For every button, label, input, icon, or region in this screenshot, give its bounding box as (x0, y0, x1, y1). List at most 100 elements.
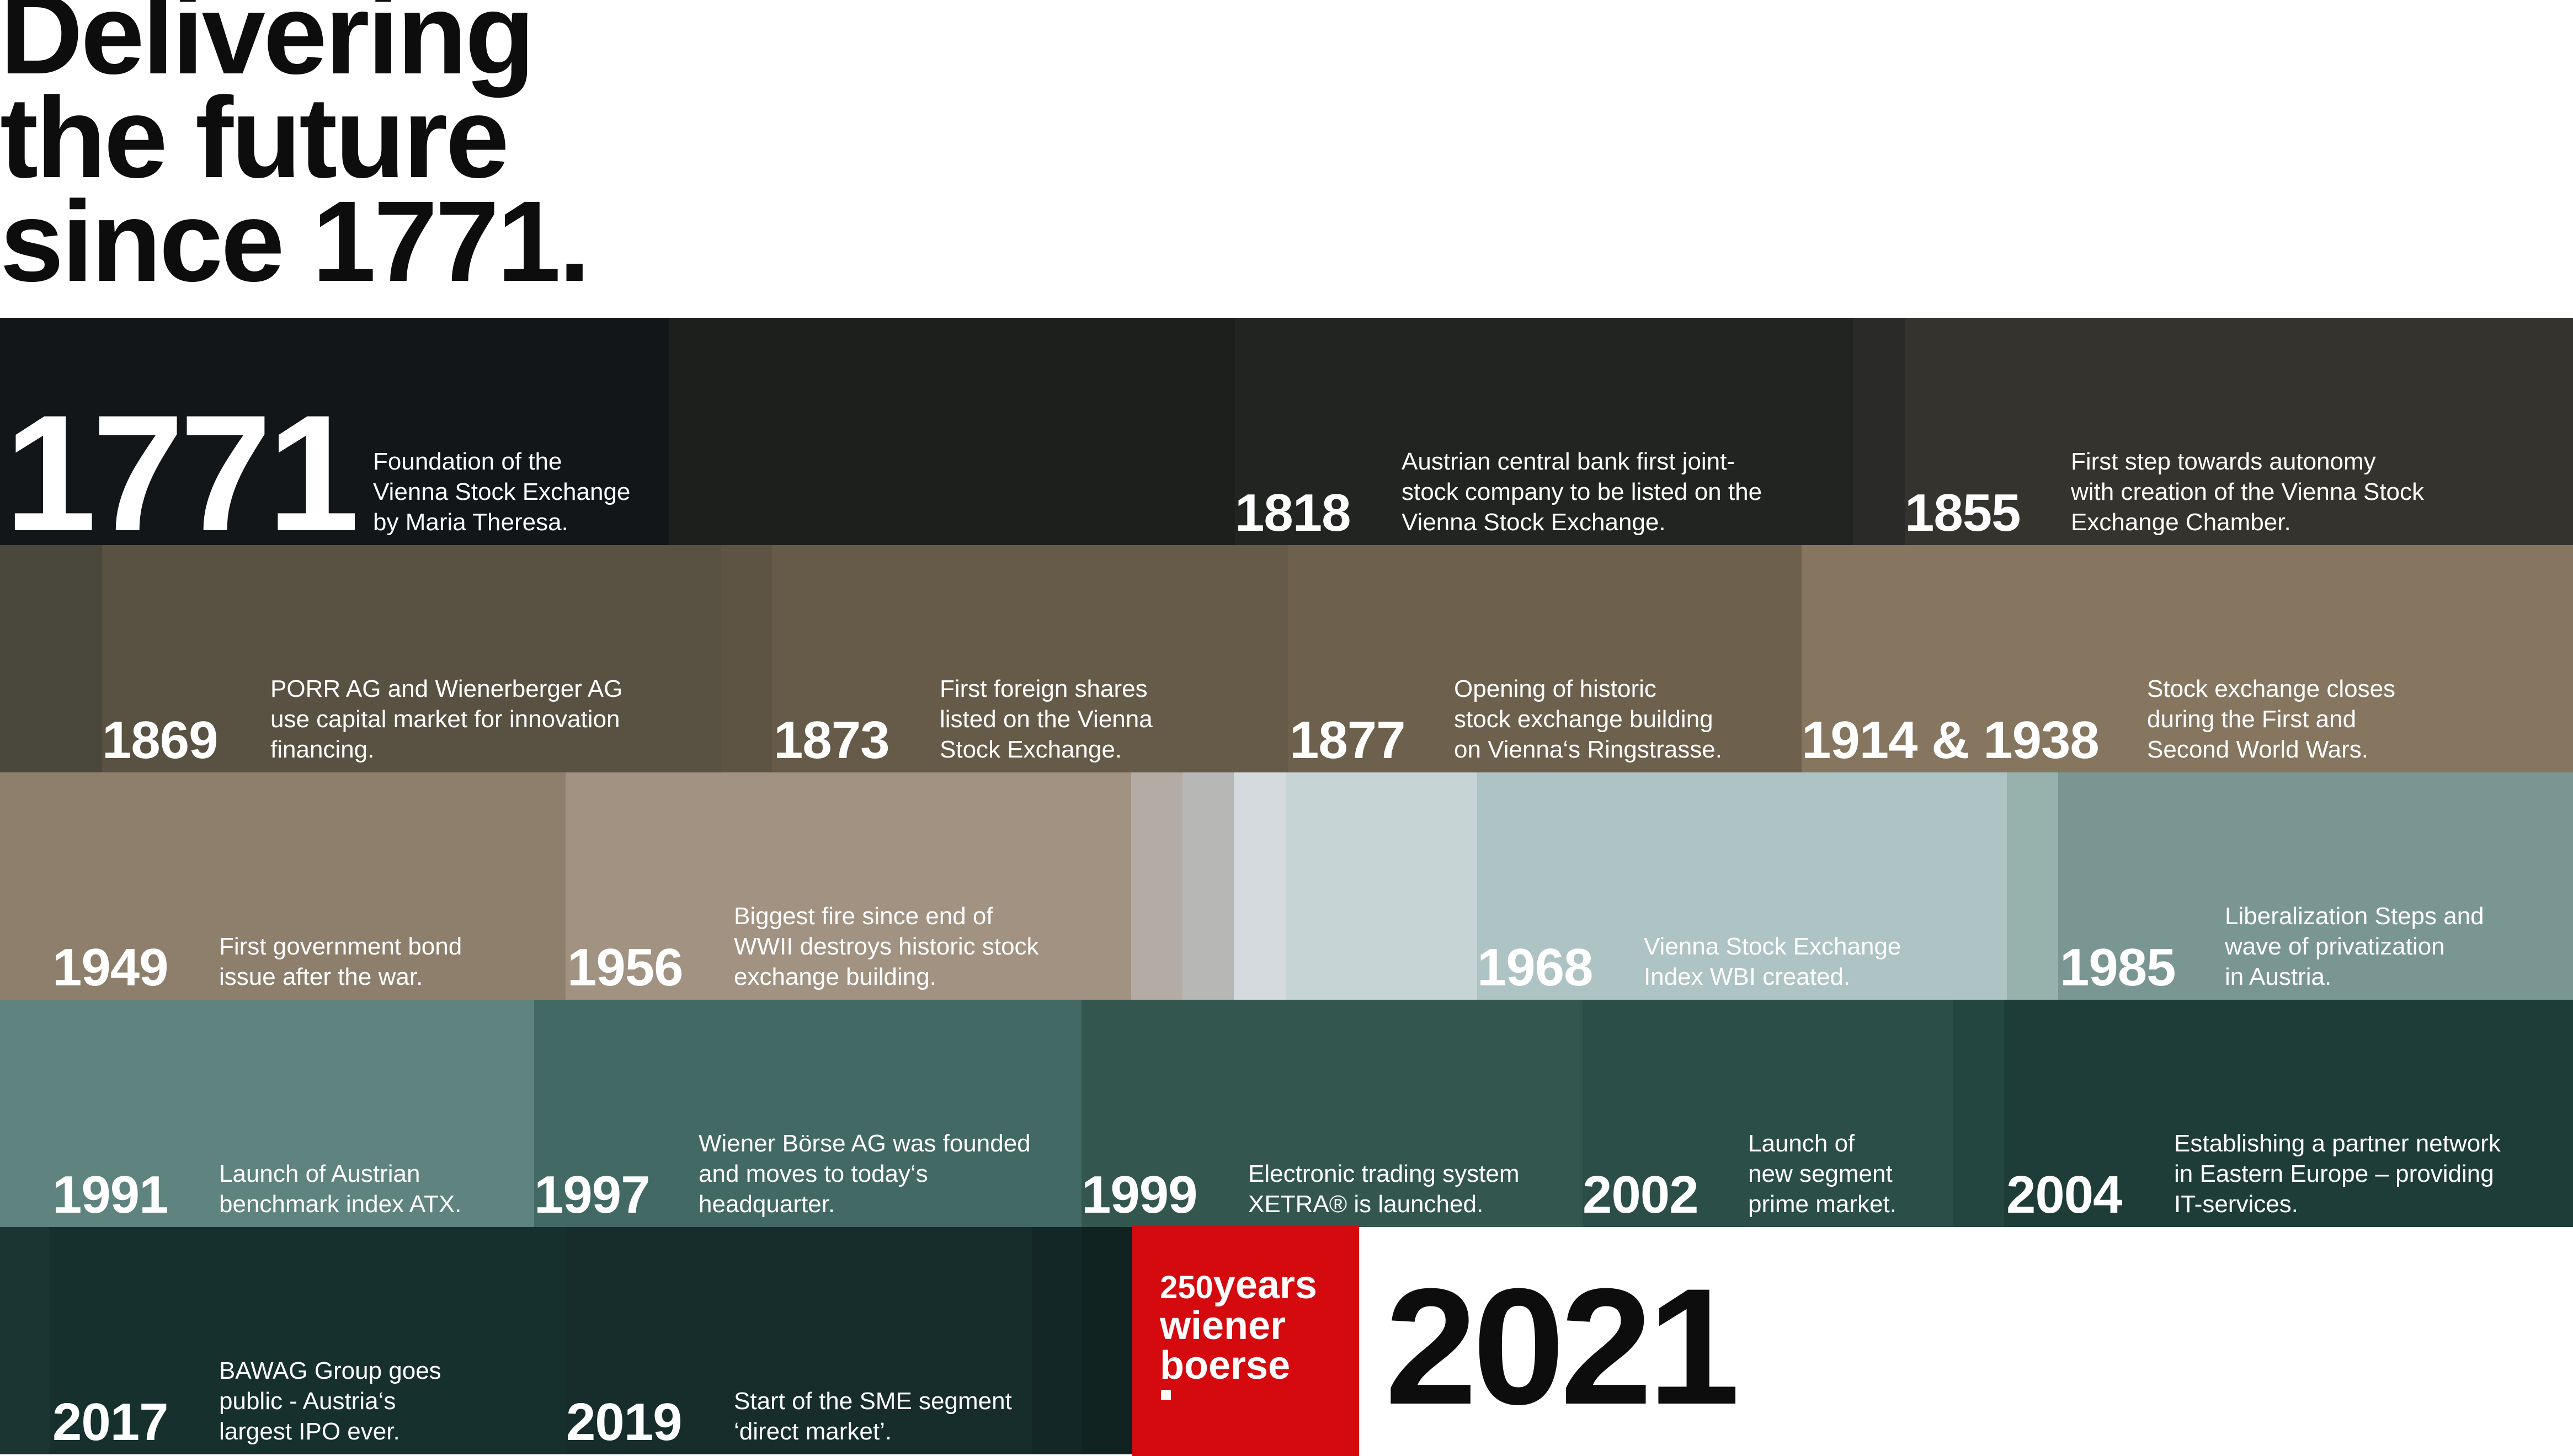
event-description: Biggest fire since end of WWII destroys … (734, 903, 1039, 990)
timeline-segment (669, 318, 1235, 545)
timeline-segment (1905, 318, 2573, 545)
timeline-segment (566, 772, 1131, 1000)
timeline-segment (2007, 772, 2058, 1000)
event-description: Foundation of the Vienna Stock Exchange … (373, 448, 631, 536)
event-description: Launch of Austrian benchmark index ATX. (219, 1160, 462, 1218)
timeline-event-1818: 1818 Austrian central bank first joint- … (1235, 318, 1853, 545)
timeline-event-1914-1938: 1914 & 1938 Stock exchange closes during… (1802, 545, 2573, 772)
timeline-segment (0, 772, 566, 1000)
event-year: 1985 (2060, 938, 2176, 997)
timeline-event-1771: 1771 Foundation of the Vienna Stock Exch… (0, 318, 669, 566)
timeline-segment (1082, 1000, 1583, 1227)
timeline-event-1869: 1869 PORR AG and Wienerberger AG use cap… (102, 545, 721, 772)
event-year: 2004 (2006, 1165, 2123, 1224)
timeline-segment (102, 545, 721, 772)
event-description: First foreign shares listed on the Vienn… (940, 675, 1153, 763)
logo-line-2: wiener (1160, 1304, 1286, 1348)
event-description: Vienna Stock Exchange Index WBI created. (1644, 933, 1901, 990)
timeline-row-1: 1771 Foundation of the Vienna Stock Exch… (0, 318, 2573, 566)
timeline-segment (721, 545, 772, 772)
timeline-event-2004: 2004 Establishing a partner network in E… (2004, 1000, 2573, 1227)
timeline-event-1877: 1877 Opening of historic stock exchange … (1288, 545, 1802, 772)
event-year: 1914 & 1938 (1802, 711, 2100, 770)
timeline-event-1873: 1873 First foreign shares listed on the … (772, 545, 1288, 772)
event-year: 1877 (1290, 711, 1406, 770)
logo-line-3: boerse (1160, 1343, 1291, 1388)
event-description: Stock exchange closes during the First a… (2147, 675, 2396, 763)
timeline-segment (1032, 1227, 1082, 1454)
event-year: 1869 (102, 711, 219, 770)
event-year: 2017 (52, 1393, 169, 1452)
headline-line-3: since 1771. (0, 178, 590, 306)
timeline-segment (1235, 318, 1853, 545)
timeline-row-5: 2017 BAWAG Group goes public - Austria‘s… (0, 1227, 1132, 1454)
event-year: 1991 (52, 1165, 169, 1224)
timeline: 1771 Foundation of the Vienna Stock Exch… (0, 318, 2573, 1456)
logo-dot (1161, 1390, 1171, 1400)
event-year: 1968 (1477, 938, 1594, 997)
timeline-event-1968: 1968 Vienna Stock Exchange Index WBI cre… (1477, 772, 2007, 1000)
timeline-segment (0, 1000, 534, 1227)
event-description: Start of the SME segment ‘direct market’… (734, 1388, 1012, 1445)
logo-years: years (1213, 1263, 1317, 1307)
timeline-event-2017: 2017 BAWAG Group goes public - Austria‘s… (50, 1227, 566, 1454)
timeline-row-4: 1991 Launch of Austrian benchmark index … (0, 1000, 2573, 1227)
timeline-segment (50, 1227, 566, 1454)
event-year: 1956 (567, 938, 684, 997)
timeline-segment (1288, 545, 1802, 772)
timeline-segment (1182, 772, 1234, 1000)
headline-line-2: the future (0, 74, 509, 202)
event-year: 1855 (1905, 483, 2021, 542)
timeline-segment (1131, 772, 1182, 1000)
timeline-segment (1234, 772, 1286, 1000)
timeline-segment (0, 318, 669, 545)
timeline-segment (2004, 1000, 2573, 1227)
timeline-segment (1583, 1000, 1953, 1227)
timeline-event-1956: 1956 Biggest fire since end of WWII dest… (566, 772, 1131, 1000)
wiener-boerse-logo: 250years wiener boerse (1132, 1225, 1359, 1456)
event-description: Liberalization Steps and wave of privati… (2225, 903, 2484, 990)
timeline-segment (1802, 545, 2573, 772)
event-description: Wiener Börse AG was founded and moves to… (699, 1130, 1031, 1218)
timeline-segment (1477, 772, 2007, 1000)
logo-line-1: 250years (1160, 1265, 1317, 1308)
event-description: First government bond issue after the wa… (219, 933, 462, 990)
timeline-row-3: 1949 First government bond issue after t… (0, 772, 2573, 1000)
event-year: 1818 (1235, 483, 1351, 542)
timeline-segment (0, 545, 102, 772)
timeline-segment (0, 1227, 50, 1454)
timeline-segment (1082, 1227, 1132, 1454)
headline-line-1: Delivering (0, 0, 535, 98)
timeline-segment (1853, 318, 1905, 545)
event-year: 1949 (52, 938, 169, 997)
event-description: Opening of historic stock exchange build… (1454, 675, 1722, 763)
event-description: Establishing a partner network in Easter… (2174, 1130, 2501, 1218)
timeline-event-2002: 2002 Launch of new segment prime market. (1583, 1000, 1953, 1227)
timeline-event-1949: 1949 First government bond issue after t… (0, 772, 566, 1000)
timeline-segment (2058, 772, 2573, 1000)
event-description: Launch of new segment prime market. (1748, 1130, 1897, 1218)
timeline-segment (772, 545, 1288, 772)
headline: Delivering the future since 1771. (0, 0, 590, 306)
timeline-event-1855: 1855 First step towards autonomy with cr… (1905, 318, 2573, 545)
event-year: 2002 (1583, 1165, 1699, 1224)
timeline-row-2: 1869 PORR AG and Wienerberger AG use cap… (0, 545, 2573, 772)
event-description: First step towards autonomy with creatio… (2071, 448, 2425, 536)
timeline-event-1999: 1999 Electronic trading system XETRA® is… (1082, 1000, 1583, 1227)
logo-number: 250 (1160, 1270, 1213, 1305)
event-description: BAWAG Group goes public - Austria‘s larg… (219, 1357, 441, 1445)
event-year: 2019 (566, 1393, 683, 1452)
timeline-event-1991: 1991 Launch of Austrian benchmark index … (0, 1000, 534, 1227)
event-description: Austrian central bank first joint- stock… (1402, 448, 1762, 536)
event-year: 1999 (1082, 1165, 1198, 1224)
event-year: 1771 (4, 380, 359, 566)
event-description: Electronic trading system XETRA® is laun… (1248, 1160, 1520, 1218)
event-year: 1997 (534, 1165, 651, 1224)
timeline-segment (1286, 772, 1477, 1000)
event-description: PORR AG and Wienerberger AG use capital … (270, 675, 623, 763)
event-year: 1873 (774, 711, 890, 770)
timeline-event-1985: 1985 Liberalization Steps and wave of pr… (2058, 772, 2573, 1000)
timeline-event-1997: 1997 Wiener Börse AG was founded and mov… (534, 1000, 1082, 1227)
timeline-segment (534, 1000, 1082, 1227)
timeline-segment (1953, 1000, 2004, 1227)
